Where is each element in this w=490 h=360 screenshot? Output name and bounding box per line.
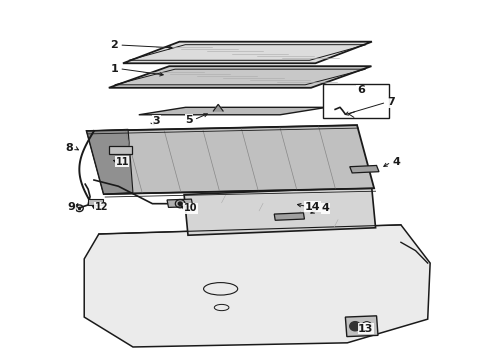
Text: 13: 13: [358, 324, 373, 334]
Polygon shape: [350, 166, 379, 173]
Polygon shape: [139, 107, 327, 115]
Bar: [109, 147, 132, 154]
Circle shape: [178, 202, 182, 205]
Circle shape: [350, 321, 361, 331]
Text: 5: 5: [185, 115, 193, 125]
Polygon shape: [184, 187, 375, 235]
Polygon shape: [87, 125, 374, 194]
Bar: [88, 199, 103, 204]
Circle shape: [362, 321, 372, 331]
Text: 14: 14: [304, 202, 320, 212]
Text: 10: 10: [184, 203, 197, 213]
Text: 2: 2: [111, 40, 118, 50]
Polygon shape: [87, 129, 133, 194]
Bar: [323, 85, 389, 118]
Text: 1: 1: [111, 64, 118, 74]
Polygon shape: [167, 199, 193, 207]
Polygon shape: [109, 66, 371, 88]
Polygon shape: [123, 42, 372, 63]
Text: 3: 3: [152, 116, 160, 126]
Text: 6: 6: [357, 85, 365, 95]
Text: 9: 9: [67, 202, 75, 212]
Text: 11: 11: [116, 157, 129, 167]
Polygon shape: [213, 104, 223, 111]
Polygon shape: [345, 316, 378, 337]
Polygon shape: [84, 225, 430, 347]
Polygon shape: [274, 213, 304, 220]
Text: 8: 8: [66, 143, 74, 153]
Text: 7: 7: [387, 97, 395, 107]
Text: 4: 4: [321, 203, 329, 213]
Text: 12: 12: [95, 202, 108, 212]
Text: 4: 4: [392, 157, 400, 167]
